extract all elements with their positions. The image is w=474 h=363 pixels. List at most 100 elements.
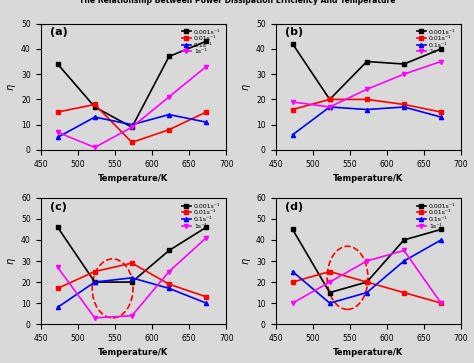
0.001s⁻¹ (401, 238, 407, 242)
Line: 0.001s⁻¹: 0.001s⁻¹ (55, 39, 208, 129)
0.01s⁻¹ (327, 97, 333, 102)
1s⁻¹ (166, 95, 172, 99)
Y-axis label: η: η (240, 258, 250, 264)
Text: (c): (c) (50, 201, 67, 212)
0.001s⁻¹ (129, 125, 135, 129)
Legend: 0.001s⁻¹, 0.01s⁻¹, 0.1s⁻¹, 1s⁻¹: 0.001s⁻¹, 0.01s⁻¹, 0.1s⁻¹, 1s⁻¹ (179, 27, 223, 57)
1s⁻¹ (438, 59, 444, 64)
X-axis label: Temperature/K: Temperature/K (98, 348, 169, 358)
0.1s⁻¹ (166, 113, 172, 117)
0.1s⁻¹ (364, 107, 370, 112)
0.001s⁻¹ (92, 280, 98, 284)
Line: 0.01s⁻¹: 0.01s⁻¹ (55, 102, 208, 144)
0.01s⁻¹ (129, 140, 135, 144)
0.01s⁻¹ (401, 290, 407, 295)
0.01s⁻¹ (203, 110, 209, 114)
Legend: 0.001s⁻¹, 0.01s⁻¹, 0.1s⁻¹, 1s⁻¹: 0.001s⁻¹, 0.01s⁻¹, 0.1s⁻¹, 1s⁻¹ (414, 27, 458, 57)
0.001s⁻¹ (364, 59, 370, 64)
1s⁻¹ (92, 316, 98, 320)
0.1s⁻¹ (55, 135, 61, 139)
Line: 0.1s⁻¹: 0.1s⁻¹ (291, 105, 443, 137)
1s⁻¹ (401, 72, 407, 76)
0.1s⁻¹ (129, 276, 135, 280)
1s⁻¹ (92, 145, 98, 150)
0.1s⁻¹ (166, 286, 172, 290)
Y-axis label: η: η (6, 84, 16, 90)
0.01s⁻¹ (166, 127, 172, 132)
0.01s⁻¹ (438, 301, 444, 305)
Line: 1s⁻¹: 1s⁻¹ (55, 236, 208, 320)
Text: (a): (a) (50, 27, 68, 37)
0.1s⁻¹ (203, 301, 209, 305)
1s⁻¹ (438, 301, 444, 305)
0.1s⁻¹ (203, 120, 209, 125)
Y-axis label: η: η (240, 84, 250, 90)
X-axis label: Temperature/K: Temperature/K (98, 174, 169, 183)
0.1s⁻¹ (327, 105, 333, 109)
0.01s⁻¹ (364, 280, 370, 284)
0.01s⁻¹ (92, 102, 98, 107)
0.001s⁻¹ (129, 280, 135, 284)
0.1s⁻¹ (290, 132, 295, 137)
0.1s⁻¹ (438, 238, 444, 242)
Line: 0.01s⁻¹: 0.01s⁻¹ (291, 97, 443, 114)
0.001s⁻¹ (401, 62, 407, 66)
0.01s⁻¹ (55, 286, 61, 290)
0.001s⁻¹ (438, 47, 444, 51)
0.1s⁻¹ (92, 280, 98, 284)
Line: 0.001s⁻¹: 0.001s⁻¹ (291, 227, 443, 295)
0.01s⁻¹ (92, 269, 98, 274)
Line: 0.001s⁻¹: 0.001s⁻¹ (55, 225, 208, 284)
0.1s⁻¹ (401, 259, 407, 263)
0.1s⁻¹ (327, 301, 333, 305)
1s⁻¹ (327, 105, 333, 109)
Line: 0.01s⁻¹: 0.01s⁻¹ (291, 269, 443, 305)
1s⁻¹ (55, 130, 61, 134)
1s⁻¹ (290, 301, 295, 305)
0.001s⁻¹ (55, 62, 61, 66)
X-axis label: Temperature/K: Temperature/K (333, 348, 403, 358)
0.01s⁻¹ (55, 110, 61, 114)
0.001s⁻¹ (438, 227, 444, 232)
0.001s⁻¹ (55, 225, 61, 229)
0.1s⁻¹ (401, 105, 407, 109)
0.001s⁻¹ (203, 39, 209, 44)
0.1s⁻¹ (364, 290, 370, 295)
1s⁻¹ (203, 64, 209, 69)
1s⁻¹ (327, 280, 333, 284)
1s⁻¹ (290, 100, 295, 104)
Text: (d): (d) (285, 201, 303, 212)
1s⁻¹ (203, 236, 209, 240)
0.1s⁻¹ (92, 115, 98, 119)
0.01s⁻¹ (438, 110, 444, 114)
0.001s⁻¹ (327, 97, 333, 102)
Text: (b): (b) (285, 27, 303, 37)
0.001s⁻¹ (203, 225, 209, 229)
1s⁻¹ (166, 269, 172, 274)
1s⁻¹ (129, 125, 135, 129)
Line: 0.1s⁻¹: 0.1s⁻¹ (55, 276, 208, 309)
1s⁻¹ (55, 265, 61, 269)
Legend: 0.001s⁻¹, 0.01s⁻¹, 0.1s⁻¹, 1s⁻¹: 0.001s⁻¹, 0.01s⁻¹, 0.1s⁻¹, 1s⁻¹ (179, 201, 223, 231)
Y-axis label: η: η (6, 258, 16, 264)
0.001s⁻¹ (92, 105, 98, 109)
0.01s⁻¹ (364, 97, 370, 102)
1s⁻¹ (364, 259, 370, 263)
Line: 0.01s⁻¹: 0.01s⁻¹ (55, 261, 208, 299)
0.01s⁻¹ (290, 107, 295, 112)
0.01s⁻¹ (401, 102, 407, 107)
0.001s⁻¹ (290, 42, 295, 46)
0.01s⁻¹ (203, 295, 209, 299)
Legend: 0.001s⁻¹, 0.01s⁻¹, 0.1s⁻¹, 1s⁻¹: 0.001s⁻¹, 0.01s⁻¹, 0.1s⁻¹, 1s⁻¹ (414, 201, 458, 231)
0.001s⁻¹ (327, 290, 333, 295)
Line: 0.001s⁻¹: 0.001s⁻¹ (291, 42, 443, 102)
0.1s⁻¹ (290, 269, 295, 274)
X-axis label: Temperature/K: Temperature/K (333, 174, 403, 183)
Line: 1s⁻¹: 1s⁻¹ (55, 65, 208, 150)
0.1s⁻¹ (438, 115, 444, 119)
1s⁻¹ (401, 248, 407, 253)
Line: 0.1s⁻¹: 0.1s⁻¹ (55, 113, 208, 139)
0.01s⁻¹ (166, 282, 172, 286)
0.01s⁻¹ (327, 269, 333, 274)
Line: 1s⁻¹: 1s⁻¹ (291, 60, 443, 109)
